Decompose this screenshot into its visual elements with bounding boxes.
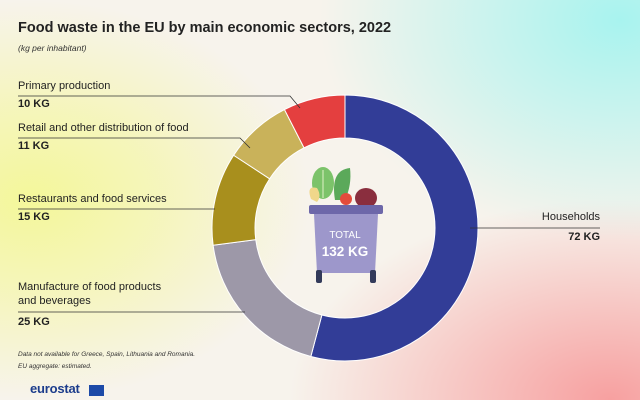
center-total-label: TOTAL: [329, 230, 361, 241]
center-total-value: 132 KG: [322, 244, 369, 259]
value-label-manufacture-of-food-products-and-beverages: 25 KG: [18, 316, 50, 328]
food-bin-icon: [309, 167, 383, 283]
value-label-retail-and-other-distribution-of-food: 11 KG: [18, 140, 49, 152]
leader-line-retail-and-other-distribution-of-food: [18, 137, 251, 149]
footnote-1: Data not available for Greece, Spain, Li…: [18, 351, 196, 358]
eurostat-logo: eurostat: [30, 381, 80, 396]
label-primary-production: Primary production: [18, 80, 110, 92]
label-retail-and-other-distribution-of-food: Retail and other distribution of food: [18, 122, 189, 134]
value-label-households: 72 KG: [568, 231, 600, 243]
footnote-2: EU aggregate: estimated.: [18, 363, 92, 370]
label-restaurants-and-food-services: Restaurants and food services: [18, 193, 167, 205]
value-label-primary-production: 10 KG: [18, 98, 50, 110]
chart-subtitle: (kg per inhabitant): [18, 43, 87, 53]
value-label-restaurants-and-food-services: 15 KG: [18, 211, 50, 223]
label-households: Households: [542, 211, 601, 223]
eu-flag-icon: [89, 385, 104, 396]
chart-title: Food waste in the EU by main economic se…: [18, 20, 392, 36]
label-manufacture-of-food-products-and-beverages: Manufacture of food products and beverage…: [18, 281, 162, 307]
slice-manufacture-of-food-products-and-beverages: [212, 239, 323, 358]
slice-households: [310, 94, 479, 362]
slice-primary-production: [283, 94, 346, 149]
leader-line-primary-production: [18, 95, 301, 109]
